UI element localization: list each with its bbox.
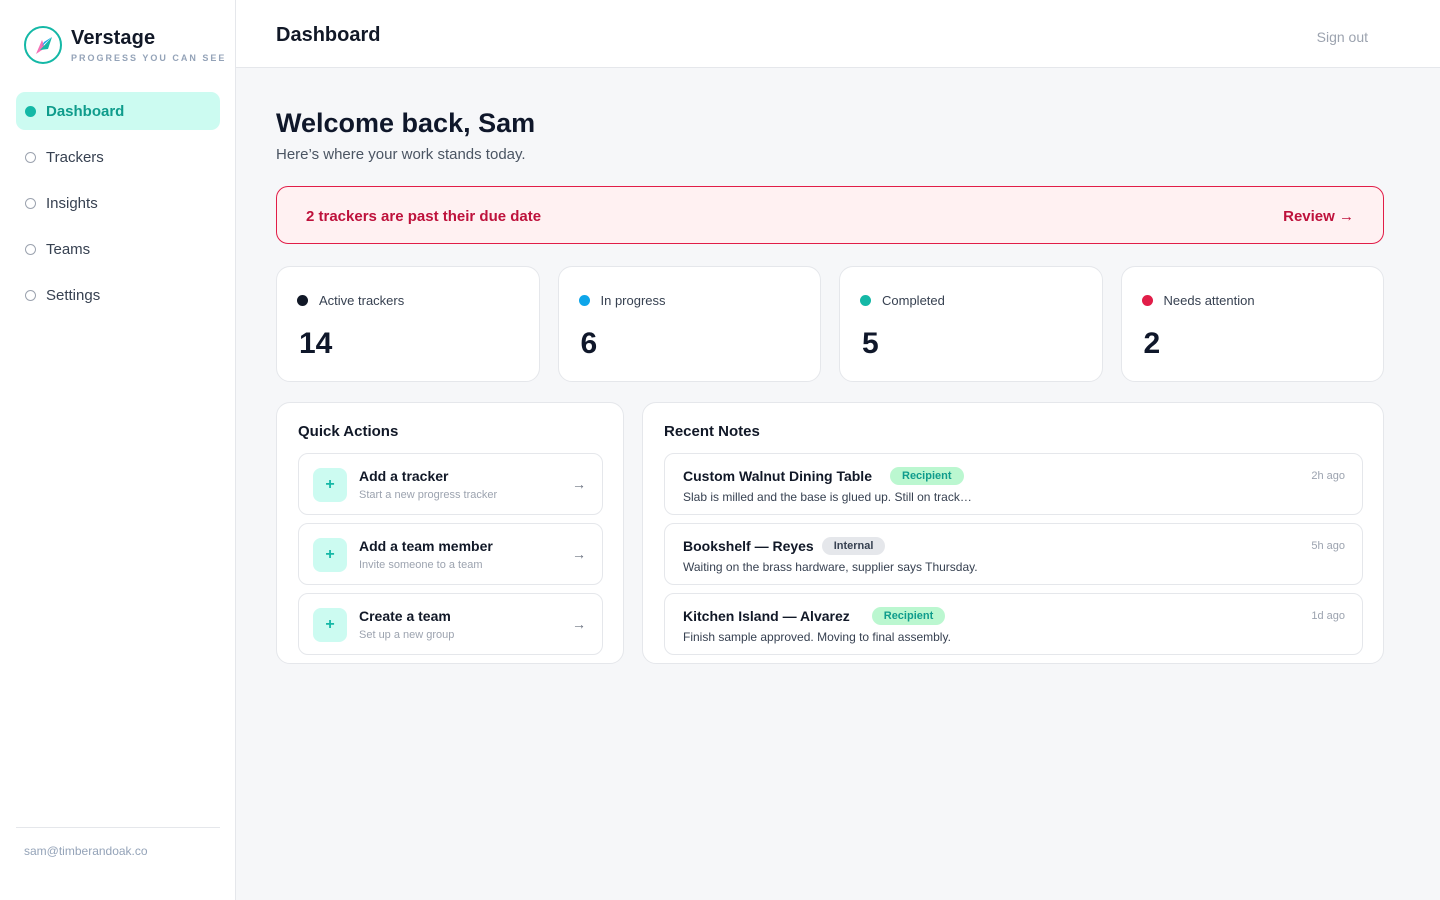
logo-icon <box>24 26 62 64</box>
sidebar-item-teams[interactable]: Teams <box>16 230 220 268</box>
plus-icon: + <box>313 608 347 642</box>
add-team-member-button[interactable]: + Add a team member Invite someone to a … <box>298 523 603 585</box>
stat-label: Completed <box>882 293 945 308</box>
stat-label: Active trackers <box>319 293 405 308</box>
note-text: Slab is milled and the base is glued up.… <box>683 490 972 504</box>
sidebar-item-label: Settings <box>46 286 101 304</box>
stat-card-in-progress: In progress 6 <box>557 266 821 382</box>
add-tracker-button[interactable]: + Add a tracker Start a new progress tra… <box>298 453 603 515</box>
circle-icon <box>25 197 36 209</box>
plus-icon: + <box>313 468 347 502</box>
note-time: 2h ago <box>1311 470 1345 482</box>
note-title: Custom Walnut Dining Table <box>683 468 872 484</box>
circle-icon <box>25 243 36 255</box>
overdue-alert-banner: 2 trackers are past their due date Revie… <box>276 186 1384 244</box>
stat-card-active-trackers: Active trackers 14 <box>276 266 540 382</box>
status-dot-icon <box>297 295 308 306</box>
note-title: Bookshelf — Reyes <box>683 538 814 554</box>
stat-label: Needs attention <box>1163 293 1255 308</box>
review-button[interactable]: Review → <box>1283 208 1354 225</box>
action-title: Add a tracker <box>359 468 449 484</box>
stat-value: 2 <box>1143 327 1161 360</box>
sign-out-button[interactable]: Sign out <box>1316 29 1368 45</box>
create-team-button[interactable]: + Create a team Set up a new group → <box>298 593 603 655</box>
sidebar-item-trackers[interactable]: Trackers <box>16 138 220 176</box>
recent-notes-title: Recent Notes <box>664 423 760 440</box>
arrow-right-icon: → <box>572 616 586 632</box>
note-badge: Recipient <box>871 607 946 625</box>
quick-actions-panel: Quick Actions + Add a tracker Start a ne… <box>276 402 624 664</box>
stat-card-completed: Completed 5 <box>839 266 1103 382</box>
sidebar-item-label: Dashboard <box>46 102 125 120</box>
welcome-heading: Welcome back, Sam <box>276 108 536 138</box>
note-item[interactable]: Kitchen Island — Alvarez Recipient Finis… <box>664 593 1363 655</box>
status-dot-icon <box>1141 295 1153 306</box>
note-item[interactable]: Custom Walnut Dining Table Recipient Sla… <box>664 453 1363 515</box>
arrow-right-icon: → <box>572 546 586 562</box>
action-subtitle: Set up a new group <box>359 629 455 641</box>
brand-tagline: PROGRESS YOU CAN SEE <box>71 53 227 63</box>
page-title: Dashboard <box>276 24 381 46</box>
welcome-subtitle: Here’s where your work stands today. <box>276 146 526 163</box>
sidebar: Verstage PROGRESS YOU CAN SEE Dashboard … <box>0 0 236 900</box>
arrow-right-icon: → <box>572 476 586 492</box>
active-dot-icon <box>25 105 36 117</box>
sidebar-item-label: Teams <box>46 240 91 258</box>
note-badge: Recipient <box>890 467 964 485</box>
plus-icon: + <box>313 538 347 572</box>
circle-icon <box>25 151 36 163</box>
sidebar-item-dashboard[interactable]: Dashboard <box>16 92 220 130</box>
sidebar-item-label: Insights <box>46 194 98 212</box>
brand[interactable]: Verstage PROGRESS YOU CAN SEE <box>24 26 226 64</box>
note-title: Kitchen Island — Alvarez <box>683 608 850 624</box>
action-subtitle: Invite someone to a team <box>359 559 483 571</box>
action-title: Create a team <box>359 608 451 624</box>
stat-label: In progress <box>600 293 666 308</box>
alert-message: 2 trackers are past their due date <box>306 208 542 225</box>
note-text: Finish sample approved. Moving to final … <box>683 630 951 644</box>
note-time: 1d ago <box>1311 610 1345 622</box>
status-dot-icon <box>860 295 871 306</box>
stat-card-needs-attention: Needs attention 2 <box>1120 266 1384 382</box>
sidebar-nav: Dashboard Trackers Insights Teams Settin… <box>16 92 220 322</box>
note-item[interactable]: Bookshelf — Reyes Internal Waiting on th… <box>664 523 1363 585</box>
stat-value: 6 <box>580 327 598 360</box>
action-title: Add a team member <box>359 538 493 554</box>
stat-value: 5 <box>862 327 879 360</box>
status-dot-icon <box>578 295 590 306</box>
brand-name: Verstage <box>71 27 156 49</box>
stats-row: Active trackers 14 In progress 6 Complet… <box>276 266 1384 382</box>
circle-icon <box>25 289 36 301</box>
note-time: 5h ago <box>1311 540 1345 552</box>
recent-notes-panel: Recent Notes Custom Walnut Dining Table … <box>642 402 1384 664</box>
note-text: Waiting on the brass hardware, supplier … <box>683 560 978 574</box>
user-email: sam@timberandoak.co <box>16 827 220 858</box>
quick-actions-title: Quick Actions <box>298 423 399 440</box>
top-header: Dashboard Sign out <box>236 0 1440 68</box>
sidebar-item-insights[interactable]: Insights <box>16 184 220 222</box>
note-badge: Internal <box>821 537 886 555</box>
action-subtitle: Start a new progress tracker <box>359 489 498 501</box>
stat-value: 14 <box>299 327 333 360</box>
sidebar-item-settings[interactable]: Settings <box>16 276 220 314</box>
sidebar-item-label: Trackers <box>46 148 104 166</box>
